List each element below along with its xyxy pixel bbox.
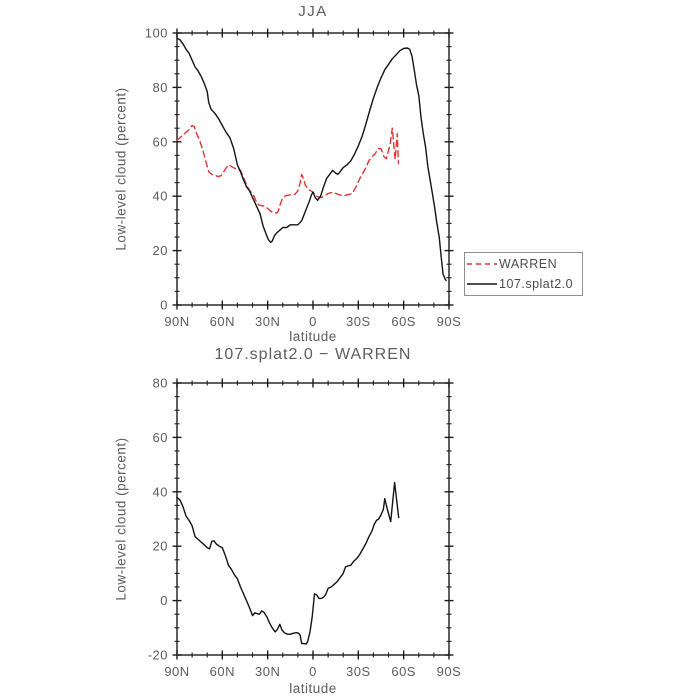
- y-tick-label: -20: [148, 648, 168, 663]
- x-tick-label: 60S: [391, 314, 416, 329]
- x-tick-label: 30S: [346, 664, 371, 679]
- y-tick-label: 0: [160, 298, 168, 313]
- x-tick-label: 90S: [437, 314, 462, 329]
- x-tick-label: 90N: [164, 314, 189, 329]
- legend-box: WARREN 107.splat2.0: [464, 252, 583, 296]
- legend-label-warren: WARREN: [499, 256, 558, 271]
- y-tick-label: 80: [153, 80, 168, 95]
- warren-line-sample: [467, 263, 497, 265]
- x-tick-label: 60N: [210, 314, 235, 329]
- y-tick-label: 80: [153, 376, 168, 391]
- y-tick-label: 60: [153, 430, 168, 445]
- top-x-axis-label: latitude: [289, 329, 337, 344]
- x-tick-label: 30N: [255, 664, 280, 679]
- x-tick-label: 30N: [255, 314, 280, 329]
- series-warren: [176, 124, 400, 214]
- y-tick-label: 0: [160, 593, 168, 608]
- y-tick-label: 20: [153, 539, 168, 554]
- plot-frame: [176, 382, 450, 656]
- x-tick-label: 30S: [346, 314, 371, 329]
- splat-line-sample: [467, 283, 497, 285]
- y-tick-label: 40: [153, 189, 168, 204]
- y-tick-label: 20: [153, 243, 168, 258]
- y-tick-label: 60: [153, 134, 168, 149]
- x-tick-label: 90S: [437, 664, 462, 679]
- series-107-splat2-0-warren: [176, 481, 400, 645]
- series-107-splat2-0: [176, 37, 447, 282]
- x-tick-label: 60S: [391, 664, 416, 679]
- x-tick-label: 0: [309, 314, 317, 329]
- legend-label-107-splat2-0: 107.splat2.0: [499, 276, 574, 291]
- x-tick-label: 90N: [164, 664, 189, 679]
- bottom-y-axis-label: Low-level cloud (percent): [113, 437, 129, 601]
- top-panel-title: JJA: [298, 3, 328, 20]
- y-tick-label: 40: [153, 484, 168, 499]
- legend-entry-warren: WARREN: [465, 255, 582, 273]
- plot-frame: [176, 32, 450, 306]
- bottom-panel-title: 107.splat2.0 − WARREN: [214, 346, 412, 363]
- top-y-axis-label: Low-level cloud (percent): [113, 87, 129, 251]
- legend-entry-107-splat2-0: 107.splat2.0: [465, 275, 582, 293]
- x-tick-label: 60N: [210, 664, 235, 679]
- y-tick-label: 100: [145, 26, 168, 41]
- bottom-x-axis-label: latitude: [289, 681, 337, 696]
- difference-panel: 90N 60N 30N 0 30S 60S 90S -20 0 20 40 60 80: [148, 376, 462, 680]
- jja-panel: 90N 60N 30N 0 30S 60S 90S 0 20 40 60 80 100: [145, 26, 462, 330]
- x-tick-label: 0: [309, 664, 317, 679]
